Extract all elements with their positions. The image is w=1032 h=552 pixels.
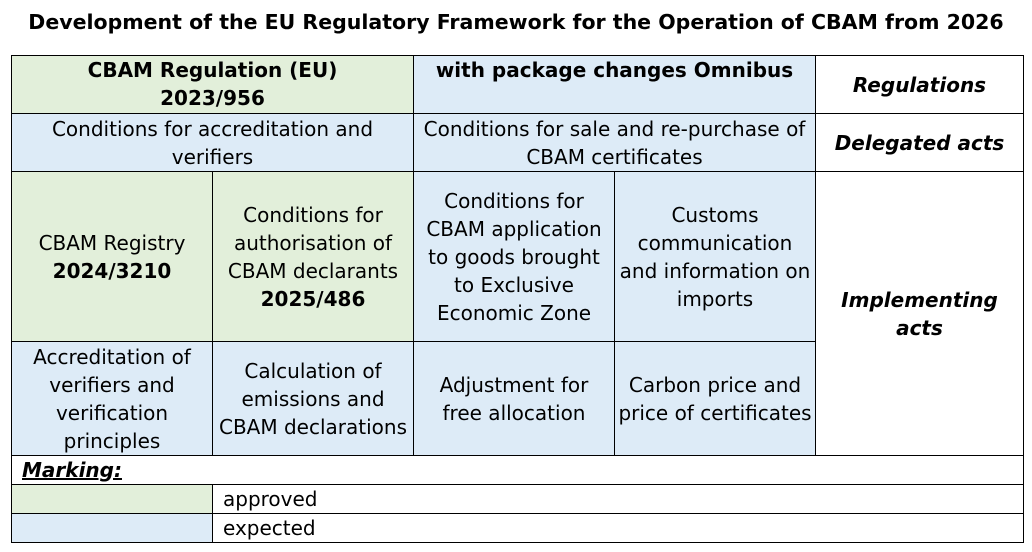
customs-cell: Customs communication and information on… [614, 171, 816, 342]
eez-cell: Conditions for CBAM application to goods… [413, 171, 615, 342]
authorisation-declarants-number: 2025/486 [260, 286, 366, 311]
category-regulations: Regulations [815, 55, 1024, 114]
calculation-label: Calculation of emissions and CBAM declar… [219, 358, 407, 439]
category-implementing-acts: Implementing acts [815, 171, 1024, 456]
cbam-regulation-number: 2023/956 [160, 86, 265, 110]
adjustment-cell: Adjustment for free allocation [413, 341, 615, 456]
sale-repurchase-label: Conditions for sale and re-purchase of C… [423, 116, 806, 169]
carbon-price-label: Carbon price and price of certificates [618, 372, 812, 425]
customs-label: Customs communication and information on… [619, 202, 811, 311]
authorisation-declarants-label: Conditions for authorisation of CBAM dec… [227, 202, 399, 283]
cbam-registry-label: CBAM Registry [38, 230, 186, 255]
sale-repurchase-cell: Conditions for sale and re-purchase of C… [413, 113, 816, 172]
legend-heading: Marking: [22, 458, 122, 482]
adjustment-label: Adjustment for free allocation [439, 372, 589, 425]
legend-approved-label: approved [223, 487, 318, 511]
omnibus-cell: with package changes Omnibus [413, 55, 816, 114]
eez-label: Conditions for CBAM application to goods… [426, 188, 602, 325]
legend-heading-cell: Marking: [11, 455, 1024, 485]
legend-expected-cell: expected [212, 513, 1024, 543]
accreditation-verifiers-cell: Conditions for accreditation and verifie… [11, 113, 414, 172]
category-delegated-acts-label: Delegated acts [834, 130, 1005, 155]
carbon-price-cell: Carbon price and price of certificates [614, 341, 816, 456]
accreditation-principles-cell: Accreditation of verifiers and verificat… [11, 341, 213, 456]
omnibus-label: with package changes Omnibus [435, 58, 794, 82]
accreditation-verifiers-label: Conditions for accreditation and verifie… [51, 116, 374, 169]
legend-approved-swatch [11, 484, 213, 514]
legend-expected-label: expected [223, 516, 316, 540]
category-regulations-label: Regulations [852, 72, 987, 97]
framework-table: CBAM Regulation (EU) 2023/956 with packa… [11, 55, 1024, 543]
category-implementing-acts-label: Implementing acts [841, 287, 998, 340]
cbam-registry-cell: CBAM Registry 2024/3210 [11, 171, 213, 342]
cbam-regulation-label: CBAM Regulation (EU) [87, 58, 338, 82]
category-delegated-acts: Delegated acts [815, 113, 1024, 172]
legend-expected-swatch [11, 513, 213, 543]
legend-approved-cell: approved [212, 484, 1024, 514]
cbam-registry-number: 2024/3210 [52, 258, 172, 283]
authorisation-declarants-cell: Conditions for authorisation of CBAM dec… [212, 171, 414, 342]
accreditation-principles-label: Accreditation of verifiers and verificat… [33, 344, 191, 453]
cbam-regulation-cell: CBAM Regulation (EU) 2023/956 [11, 55, 414, 114]
page-title: Development of the EU Regulatory Framewo… [28, 10, 1004, 34]
calculation-cell: Calculation of emissions and CBAM declar… [212, 341, 414, 456]
